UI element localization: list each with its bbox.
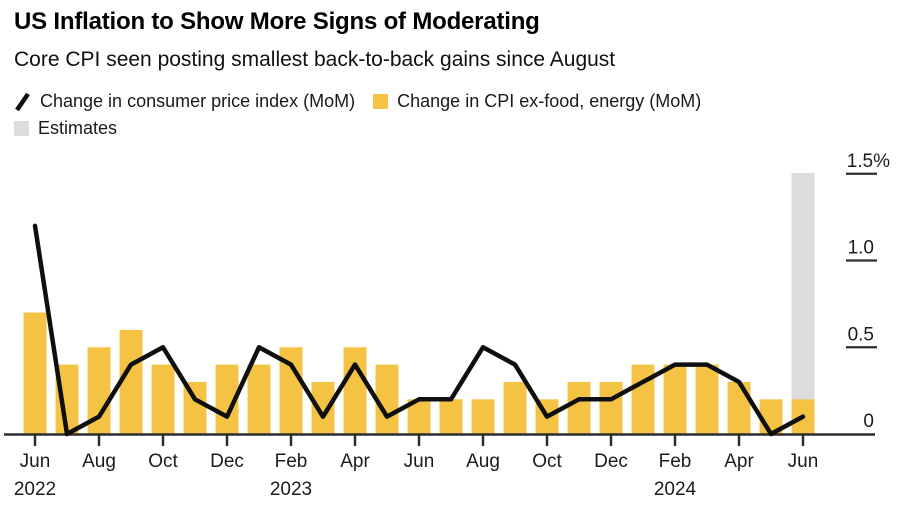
y-axis-label: 1.5% xyxy=(847,151,890,172)
legend-item-cpi-line: Change in consumer price index (MoM) xyxy=(14,91,355,112)
core-cpi-bar xyxy=(503,381,527,434)
core-cpi-bar xyxy=(119,329,143,434)
core-cpi-bar xyxy=(599,381,623,434)
legend-row-1: Change in consumer price index (MoM) Cha… xyxy=(14,88,719,115)
legend: Change in consumer price index (MoM) Cha… xyxy=(14,88,719,142)
y-axis-label: 0.5 xyxy=(848,324,874,345)
legend-label-core-cpi: Change in CPI ex-food, energy (MoM) xyxy=(397,91,702,111)
core-cpi-bar xyxy=(695,364,719,434)
core-cpi-bar xyxy=(279,347,303,434)
estimates-swatch-icon xyxy=(14,121,29,136)
y-axis-label: 0 xyxy=(863,411,874,432)
x-axis-label: Jun xyxy=(404,451,435,472)
core-cpi-bar xyxy=(151,364,175,434)
bar-swatch-icon xyxy=(373,94,389,109)
core-cpi-bar xyxy=(375,364,399,434)
x-axis-label: Aug xyxy=(82,451,116,472)
core-cpi-bar xyxy=(311,381,335,434)
legend-item-core-cpi: Change in CPI ex-food, energy (MoM) xyxy=(373,91,701,112)
x-axis-label: Dec xyxy=(594,451,628,472)
x-axis-label: Oct xyxy=(148,451,178,472)
core-cpi-bar xyxy=(247,364,271,434)
core-cpi-bar xyxy=(183,381,207,434)
core-cpi-bar xyxy=(215,364,239,434)
legend-label-estimates: Estimates xyxy=(38,118,118,138)
page-title: US Inflation to Show More Signs of Moder… xyxy=(14,8,540,35)
legend-row-2: Estimates xyxy=(14,115,719,142)
x-axis-year-label: 2023 xyxy=(270,479,312,500)
line-slash-icon xyxy=(14,92,31,112)
legend-label-cpi-line: Change in consumer price index (MoM) xyxy=(40,91,356,111)
legend-item-estimates: Estimates xyxy=(14,118,117,139)
y-axis-label: 1.0 xyxy=(848,238,874,259)
cpi-line xyxy=(32,223,806,437)
core-cpi-bar xyxy=(663,364,687,434)
core-cpi-bar xyxy=(407,399,431,434)
core-cpi-bar xyxy=(471,399,495,434)
x-axis-label: Dec xyxy=(210,451,244,472)
core-cpi-bar xyxy=(727,381,751,434)
x-axis-label: Aug xyxy=(466,451,500,472)
x-axis-label: Feb xyxy=(659,451,692,472)
core-cpi-bar xyxy=(439,399,463,434)
x-axis-label: Feb xyxy=(275,451,308,472)
x-axis-label: Jun xyxy=(20,451,51,472)
core-cpi-bar xyxy=(567,381,591,434)
x-axis-label: Apr xyxy=(724,451,754,472)
core-cpi-bar xyxy=(631,364,655,434)
page-subtitle: Core CPI seen posting smallest back-to-b… xyxy=(14,48,616,71)
x-axis-label: Jun xyxy=(788,451,819,472)
estimate-band xyxy=(791,173,815,434)
core-cpi-bar xyxy=(87,347,111,434)
x-axis-year-label: 2022 xyxy=(14,479,56,500)
core-cpi-bar xyxy=(343,347,367,434)
core-cpi-bar xyxy=(23,312,47,434)
x-axis-label: Oct xyxy=(532,451,562,472)
x-axis-year-label: 2024 xyxy=(654,479,697,500)
x-axis-label: Apr xyxy=(340,451,370,472)
